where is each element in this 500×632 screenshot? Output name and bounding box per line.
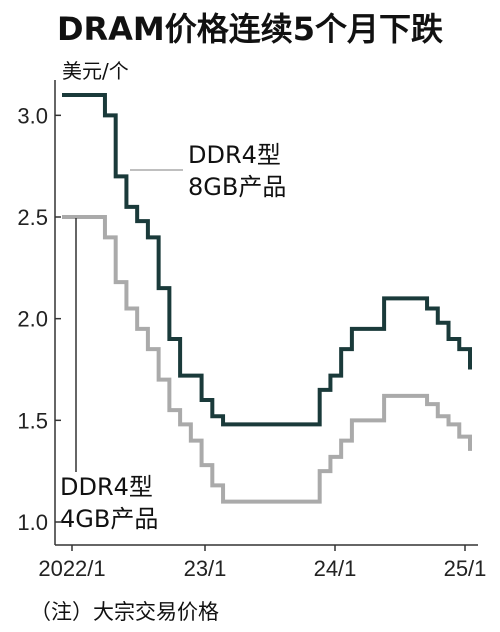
chart-title: DRAM价格连续5个月下跌 (56, 10, 444, 48)
y-axis-unit-label: 美元/个 (62, 59, 129, 83)
y-tick-label: 1.5 (17, 408, 48, 433)
series-line-ddr4-4gb (62, 215, 472, 504)
x-tick-label: 2022/1 (38, 556, 105, 581)
series-label-8gb-line1: DDR4型 (188, 141, 281, 169)
x-tick-label: 24/1 (314, 556, 357, 581)
series-label-4gb-line1: DDR4型 (60, 473, 153, 501)
series-label-8gb-line2: 8GB产品 (188, 173, 286, 201)
y-tick-label: 3.0 (17, 103, 48, 128)
y-tick-label: 1.0 (17, 510, 48, 535)
series-line-ddr4-8gb (62, 93, 472, 427)
y-tick-label: 2.5 (17, 205, 48, 230)
x-tick-label: 25/1 (444, 556, 487, 581)
footnote: （注）大宗交易价格 (30, 600, 219, 624)
series-label-4gb-line2: 4GB产品 (60, 505, 158, 533)
y-tick-label: 2.0 (17, 307, 48, 332)
x-tick-label: 23/1 (184, 556, 227, 581)
